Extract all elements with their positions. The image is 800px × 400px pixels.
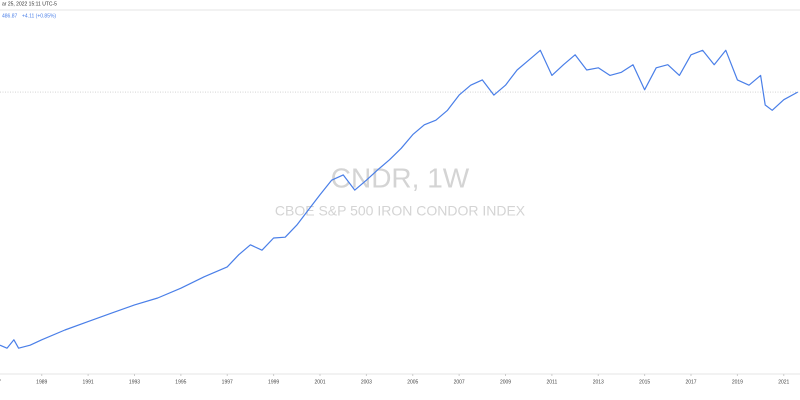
watermark-symbol: CNDR, 1W (331, 162, 470, 193)
x-tick-label: 2007 (454, 379, 465, 385)
x-tick-label: 2005 (407, 379, 418, 385)
x-tick-label: 2021 (778, 379, 789, 385)
x-tick-label: 1997 (222, 379, 233, 385)
price-line (0, 49, 798, 349)
x-tick-label: 1995 (175, 379, 186, 385)
x-tick-label: 2009 (500, 379, 511, 385)
x-tick-label: 2017 (685, 379, 696, 385)
x-tick-label: 2015 (639, 379, 650, 385)
x-tick-label: 2011 (547, 379, 558, 385)
price: 486.87 (2, 13, 18, 19)
x-tick-label: 1987 (0, 379, 1, 385)
watermark-description: CBOE S&P 500 IRON CONDOR INDEX (275, 203, 526, 219)
x-tick-label: 1989 (36, 379, 47, 385)
x-tick-label: 2013 (593, 379, 604, 385)
x-tick-label: 2001 (314, 379, 325, 385)
x-tick-label: 2019 (732, 379, 743, 385)
x-tick-label: 1991 (83, 379, 94, 385)
x-tick-label: 1993 (129, 379, 140, 385)
change: +4.11 (+0.85%) (22, 13, 56, 19)
timestamp: ar 25, 2022 15:11 UTC-5 (2, 1, 57, 7)
x-tick-label: 1999 (268, 379, 279, 385)
x-tick-label: 2003 (361, 379, 372, 385)
